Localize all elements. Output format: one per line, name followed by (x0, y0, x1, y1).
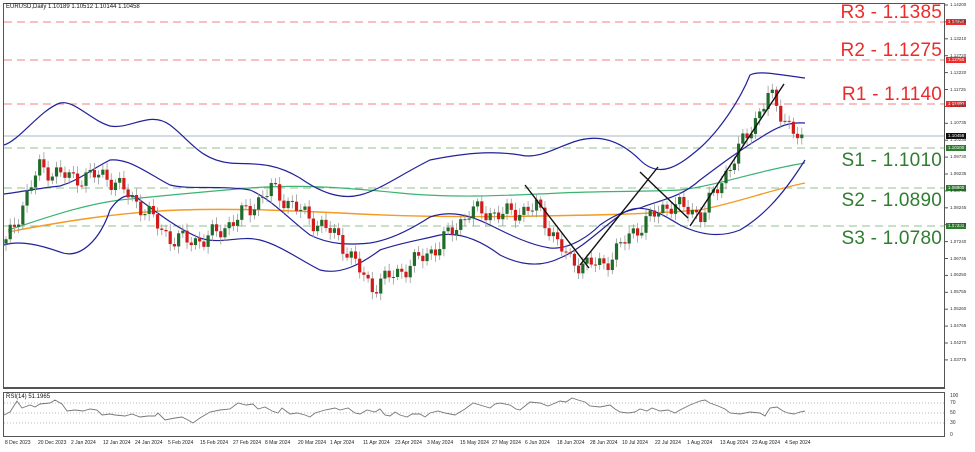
date-tick: 2 Jan 2024 (71, 440, 96, 446)
date-tick: 15 May 2024 (460, 440, 489, 446)
date-tick: 12 Jan 2024 (103, 440, 131, 446)
price-tick: 1.04765 (950, 323, 967, 329)
rsi-header: RSI(14) 51.1965 (6, 394, 51, 400)
date-tick: 1 Apr 2024 (330, 440, 355, 446)
r3-label: R3 - 1.1385 (840, 2, 942, 23)
r1-price-tag: 1.11400 (946, 101, 966, 107)
rsi-level-100: 100 (950, 393, 959, 399)
r2-price-tag: 1.12750 (946, 57, 967, 63)
rsi-level-50: 50 (950, 410, 956, 416)
date-tick: 23 Aug 2024 (752, 440, 781, 446)
date-tick: 15 Feb 2024 (200, 440, 229, 446)
date-tick: 18 Jun 2024 (557, 440, 585, 446)
symbol-header: EURUSD,Daily 1.10189 1.10512 1.10144 1.1… (6, 4, 140, 10)
price-tick: 1.06250 (950, 272, 967, 278)
price-tick: 1.05755 (950, 289, 967, 295)
price-tick: 1.05260 (950, 306, 967, 312)
r1-label: R1 - 1.1140 (841, 84, 942, 105)
r3-price-tag: 1.13850 (946, 19, 967, 25)
price-tick: 1.09730 (950, 154, 967, 160)
date-tick: 11 Apr 2024 (363, 440, 390, 446)
price-tick: 1.11725 (950, 86, 966, 92)
s2-label: S2 - 1.0890 (841, 190, 942, 211)
price-tick: 1.07740 (950, 221, 967, 227)
price-tick: 1.09235 (950, 171, 967, 176)
date-tick: 20 Dec 2023 (38, 440, 67, 446)
price-tick: 1.11230 (950, 103, 966, 109)
price-tick: 1.12220 (950, 69, 967, 75)
support-lines (4, 147, 944, 227)
price-tick: 1.04270 (950, 340, 967, 345)
price-tick: 1.08740 (950, 187, 967, 193)
date-tick: 4 Sep 2024 (785, 440, 811, 446)
rsi-line (3, 397, 806, 424)
rsi-level-70: 70 (950, 400, 956, 406)
price-tick: 1.03775 (950, 356, 967, 362)
price-tick: 1.10235 (950, 137, 967, 143)
price-tick: 1.06745 (950, 255, 967, 261)
r2-label: R2 - 1.1275 (840, 40, 942, 61)
price-tick: 1.12720 (950, 52, 967, 58)
price-tick: 1.08245 (950, 204, 967, 210)
s1-price-tag: 1.10100 (946, 145, 967, 151)
date-tick: 8 Mar 2024 (265, 440, 291, 446)
date-tick: 24 Jan 2024 (135, 440, 163, 446)
date-tick: 8 Dec 2023 (5, 440, 31, 446)
date-tick: 5 Feb 2024 (168, 440, 194, 446)
date-tick: 27 Feb 2024 (233, 440, 262, 446)
price-tick: 1.07240 (950, 238, 967, 244)
date-tick: 13 Aug 2024 (720, 440, 749, 446)
s3-label: S3 - 1.0780 (841, 228, 942, 249)
date-tick: 1 Aug 2024 (687, 440, 713, 446)
date-tick: 22 Jul 2024 (655, 440, 681, 446)
date-tick: 27 May 2024 (492, 440, 521, 446)
s1-label: S1 - 1.1010 (841, 150, 942, 171)
time-axis[interactable]: 8 Dec 2023 20 Dec 2023 2 Jan 2024 12 Jan 20… (3, 438, 945, 452)
date-tick: 20 Mar 2024 (298, 440, 327, 446)
rsi-level-30: 30 (950, 420, 956, 426)
resistance-lines (4, 21, 944, 105)
current-price-tag: 1.10458 (946, 133, 967, 139)
date-tick: 28 Jun 2024 (590, 440, 618, 446)
date-tick: 3 May 2024 (427, 440, 454, 446)
s3-price-tag: 1.07800 (946, 223, 967, 229)
price-tick: 1.10735 (950, 120, 967, 126)
trend-lines (524, 83, 785, 269)
date-tick: 10 Jul 2024 (622, 440, 648, 446)
date-tick: 23 Apr 2024 (395, 440, 422, 446)
price-tick: 1.13210 (950, 35, 967, 41)
date-tick: 6 Jun 2024 (525, 440, 550, 446)
rsi-level-0: 0 (950, 432, 953, 438)
s2-price-tag: 1.08900 (946, 185, 967, 191)
price-tick: 1.13705 (950, 18, 967, 24)
price-tick: 1.14200 (950, 2, 967, 7)
